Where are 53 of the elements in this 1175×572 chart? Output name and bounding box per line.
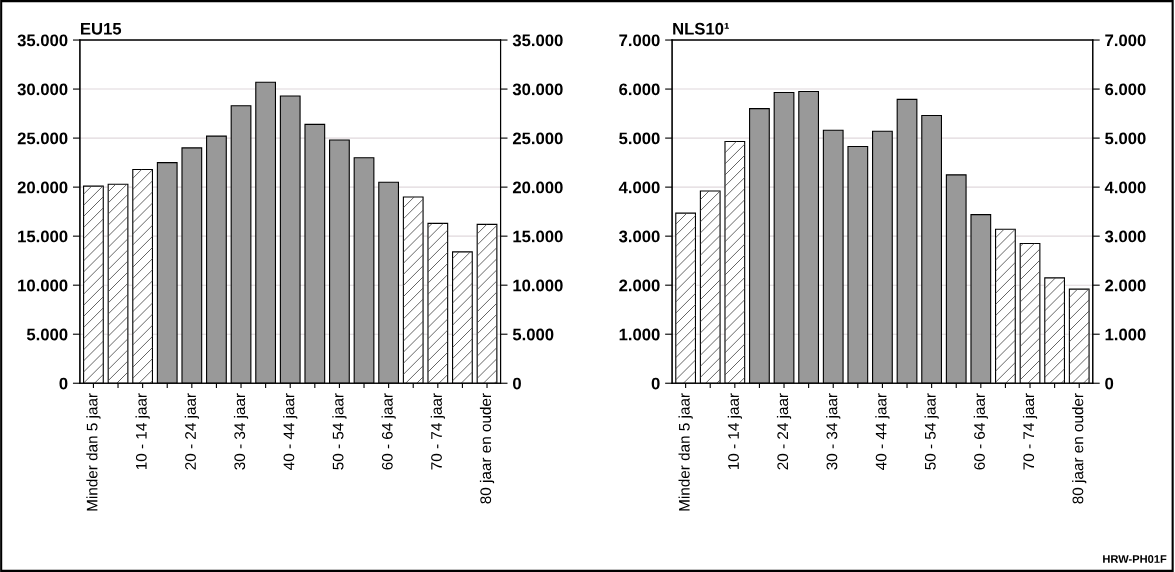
x-tick-label: 80 jaar en ouder xyxy=(479,393,495,504)
y-tick-label: 5.000 xyxy=(26,328,68,341)
x-tick-label: 10 - 14 jaar xyxy=(727,393,742,470)
y-tick-label: 0 xyxy=(59,377,68,390)
y2-tick-label: 5.000 xyxy=(1105,132,1146,145)
y-tick-label: 4.000 xyxy=(618,181,660,194)
y2-tick-label: 15.000 xyxy=(513,230,563,243)
y2-tick-label: 6.000 xyxy=(1105,83,1146,96)
y2-tick-label: 30.000 xyxy=(512,83,563,96)
x-tick-label: 20 - 24 jaar xyxy=(776,393,792,470)
y2-tick-label: 10.000 xyxy=(513,279,563,292)
y2-tick-label: 5.000 xyxy=(512,328,554,341)
y-tick-label: 5.000 xyxy=(619,132,660,145)
y2-tick-label: 35.000 xyxy=(512,34,563,47)
y-tick-label: 1.000 xyxy=(619,328,660,341)
y2-tick-label: 20.000 xyxy=(512,181,563,194)
x-tick-label: 70 - 74 jaar xyxy=(430,393,445,470)
y-tick-label: 6.000 xyxy=(619,83,660,96)
x-tick-label: 80 jaar en ouder xyxy=(1072,393,1087,504)
x-tick-label: 60 - 64 jaar xyxy=(973,393,988,470)
y-tick-label: 20.000 xyxy=(17,181,68,194)
chart-title: EU15 xyxy=(81,23,122,35)
y-tick-label: 10.000 xyxy=(18,279,68,292)
y2-tick-label: 1.000 xyxy=(1105,328,1146,341)
x-tick-label: Minder dan 5 jaar xyxy=(86,393,101,511)
y-tick-label: 30.000 xyxy=(17,83,68,96)
x-tick-label: 20 - 24 jaar xyxy=(184,393,199,470)
text: HRW-PH01F xyxy=(1103,555,1167,563)
x-tick-label: 50 - 54 jaar xyxy=(332,393,347,470)
y2-tick-label: 0 xyxy=(1105,377,1114,390)
x-tick-label: 10 - 14 jaar xyxy=(135,393,150,470)
y-tick-label: 35.000 xyxy=(17,34,68,47)
y2-tick-label: 0 xyxy=(513,377,521,390)
x-tick-label: 40 - 44 jaar xyxy=(283,393,298,470)
y-tick-label: 3.000 xyxy=(618,230,660,243)
y-tick-label: 2.000 xyxy=(619,279,660,292)
x-tick-label: 70 - 74 jaar xyxy=(1022,393,1038,470)
y-tick-label: 15.000 xyxy=(18,230,68,243)
y-tick-label: 0 xyxy=(651,377,660,390)
chart-title: NLS10¹ xyxy=(673,22,729,35)
y2-tick-label: 7.000 xyxy=(1105,34,1146,47)
y-tick-label: 25.000 xyxy=(17,132,68,145)
x-tick-label: 50 - 54 jaar xyxy=(924,393,939,470)
x-tick-label: 30 - 34 jaar xyxy=(826,393,841,470)
y2-tick-label: 2.000 xyxy=(1105,279,1146,292)
x-tick-label: 60 - 64 jaar xyxy=(381,393,396,470)
x-tick-label: 40 - 44 jaar xyxy=(875,393,890,470)
x-tick-label: Minder dan 5 jaar xyxy=(678,393,693,511)
y2-tick-label: 25.000 xyxy=(512,132,563,145)
x-tick-label: 30 - 34 jaar xyxy=(233,393,249,470)
y2-tick-label: 3.000 xyxy=(1104,230,1146,243)
y2-tick-label: 4.000 xyxy=(1104,181,1146,194)
y-tick-label: 7.000 xyxy=(619,34,660,47)
